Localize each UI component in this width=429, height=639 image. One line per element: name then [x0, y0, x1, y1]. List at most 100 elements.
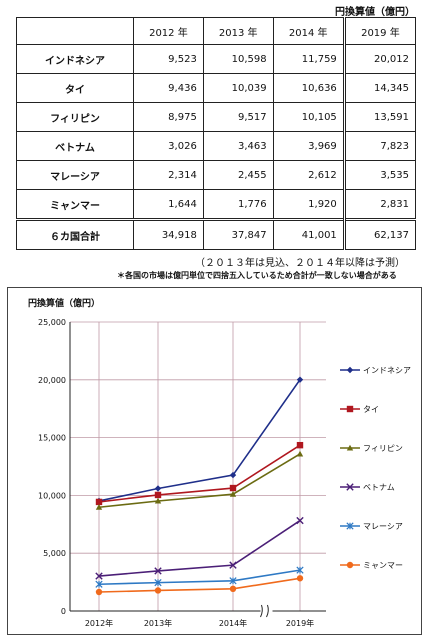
table-cell: 1,920 — [272, 189, 345, 220]
table-row: タイ 9,436 10,039 10,636 14,345 — [16, 73, 417, 103]
series-5 — [95, 566, 304, 588]
table-cell: 3,535 — [342, 160, 417, 190]
table-cell: 8,975 — [133, 102, 204, 132]
total-cell: 34,918 — [133, 218, 204, 250]
data-point — [95, 504, 103, 510]
table-cell: 1,776 — [202, 189, 274, 220]
table-cell: 20,012 — [342, 44, 417, 74]
row-label: ミャンマー — [16, 189, 134, 220]
series-1 — [95, 376, 304, 505]
forecast-note: （２０１３年は見込、２０１４年以降は予測） — [195, 258, 405, 269]
legend-label: フィリピン — [363, 444, 403, 453]
data-point — [154, 485, 162, 492]
x-tick-label: 2019年 — [286, 618, 314, 628]
legend-item: ミャンマー — [340, 561, 403, 570]
series-4 — [95, 516, 304, 580]
table-cell: 2,831 — [342, 189, 417, 220]
series-layer — [95, 376, 304, 596]
series-line — [98, 453, 301, 509]
table-header-2013: 2013 年 — [202, 17, 274, 45]
series-line — [98, 569, 301, 586]
table-cell: 10,039 — [202, 73, 274, 103]
data-point — [229, 471, 237, 479]
row-label: インドネシア — [16, 44, 134, 74]
row-label: マレーシア — [16, 160, 134, 190]
legend-item: マレーシア — [340, 522, 403, 531]
table-cell: 7,823 — [342, 131, 417, 161]
table-row: フィリピン 8,975 9,517 10,105 13,591 — [16, 102, 417, 132]
data-point — [154, 491, 162, 499]
legend-item: フィリピン — [340, 444, 403, 453]
table-cell: 2,455 — [202, 160, 274, 190]
data-point — [229, 585, 237, 593]
table-row: マレーシア 2,314 2,455 2,612 3,535 — [16, 160, 417, 190]
legend-label: ベトナム — [363, 483, 395, 492]
table-cell: 2,612 — [272, 160, 345, 190]
data-point — [229, 577, 237, 585]
table-row: インドネシア 9,523 10,598 11,759 20,012 — [16, 44, 417, 74]
axis-break-mark — [266, 604, 269, 618]
table-header-2019: 2019 年 — [342, 17, 417, 45]
data-point — [154, 578, 162, 587]
data-point — [296, 441, 304, 449]
legend-marker — [346, 405, 354, 413]
row-label: フィリピン — [16, 102, 134, 132]
data-point — [296, 516, 304, 525]
rounding-note: ＊各国の市場は億円単位で四捨五入しているため合計が一致しない場合がある — [117, 271, 397, 280]
data-point — [296, 450, 304, 457]
x-tick-label: 2013年 — [144, 618, 172, 628]
table-header-2012: 2012 年 — [133, 17, 204, 45]
total-cell: 37,847 — [202, 218, 274, 250]
data-point — [154, 497, 162, 504]
data-point — [229, 484, 237, 492]
table-cell: 14,345 — [342, 73, 417, 103]
row-label: ベトナム — [16, 131, 134, 161]
table-cell: 3,463 — [202, 131, 274, 161]
series-line — [98, 519, 301, 577]
table-total-row: ６カ国合計 34,918 37,847 41,001 62,137 — [16, 218, 417, 250]
series-line — [98, 577, 301, 593]
data-point — [154, 567, 162, 575]
y-tick-label: 0 — [61, 607, 66, 616]
data-point — [229, 561, 237, 569]
grid-lines — [70, 321, 326, 611]
table-cell: 11,759 — [272, 44, 345, 74]
table-cell: 9,517 — [202, 102, 274, 132]
data-point — [95, 572, 103, 580]
table-cell: 1,644 — [133, 189, 204, 220]
table-row: ミャンマー 1,644 1,776 1,920 2,831 — [16, 189, 417, 220]
table-cell: 9,523 — [133, 44, 204, 74]
legend-label: インドネシア — [363, 366, 411, 375]
line-chart: 円換算値（億円） 0 5,000 10,000 15,000 20,000 25,000 2… — [28, 297, 411, 628]
axis-break-gap — [260, 605, 273, 617]
market-size-table: 2012 年 2013 年 2014 年 2019 年 インドネシア 9,523… — [16, 17, 417, 250]
x-tick-label: 2014年 — [219, 618, 247, 628]
legend-item: タイ — [340, 405, 379, 414]
total-label: ６カ国合計 — [16, 218, 134, 250]
y-tick-label: 25,000 — [38, 318, 66, 327]
legend-marker — [346, 483, 354, 491]
data-point — [95, 588, 103, 596]
legend-label: タイ — [363, 405, 379, 414]
chart-title: 円換算値（億円） — [28, 297, 100, 309]
legend-label: ミャンマー — [363, 561, 403, 570]
x-tick-label: 2012年 — [85, 618, 113, 628]
table-cell: 2,314 — [133, 160, 204, 190]
legend-marker — [346, 444, 354, 451]
axis-break-mark — [260, 604, 263, 618]
y-tick-label: 20,000 — [38, 376, 66, 385]
series-line — [98, 379, 301, 502]
legend-marker — [346, 561, 354, 569]
legend-marker — [346, 522, 354, 530]
table-header-blank — [16, 17, 134, 45]
series-3 — [95, 450, 304, 510]
table-cell: 3,026 — [133, 131, 204, 161]
data-point — [95, 498, 103, 506]
legend-marker — [346, 366, 354, 374]
data-point — [154, 587, 162, 594]
y-tick-label: 10,000 — [38, 491, 66, 500]
series-2 — [95, 441, 304, 506]
table-cell: 9,436 — [133, 73, 204, 103]
data-point — [229, 490, 237, 497]
